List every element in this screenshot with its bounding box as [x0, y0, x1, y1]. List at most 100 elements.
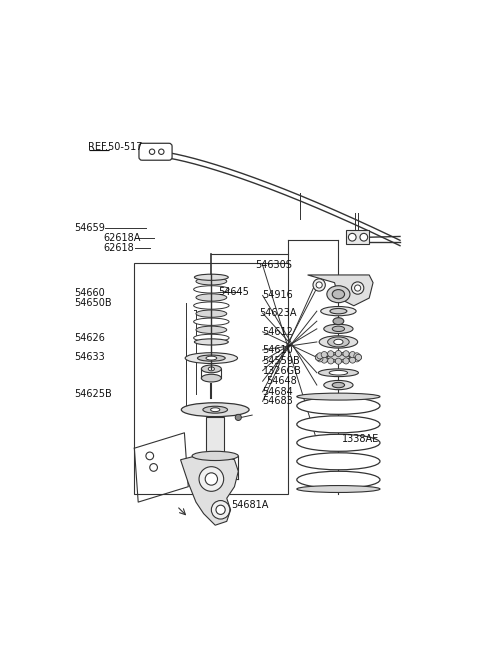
Text: 54681A: 54681A: [231, 500, 269, 510]
Ellipse shape: [196, 326, 227, 333]
Circle shape: [316, 282, 322, 288]
Circle shape: [354, 353, 360, 359]
Text: 54650B: 54650B: [74, 297, 112, 308]
Ellipse shape: [196, 278, 227, 285]
Circle shape: [349, 357, 356, 363]
Circle shape: [315, 354, 322, 360]
Text: 62618: 62618: [104, 242, 134, 253]
Text: 54633: 54633: [74, 352, 105, 362]
Ellipse shape: [324, 381, 353, 390]
Ellipse shape: [297, 434, 380, 451]
Ellipse shape: [193, 318, 229, 326]
Ellipse shape: [297, 393, 380, 400]
Text: 54916: 54916: [263, 290, 293, 301]
Circle shape: [355, 285, 361, 291]
Text: REF.50-517: REF.50-517: [88, 141, 142, 152]
Text: 54612: 54612: [263, 327, 293, 337]
Text: 54683: 54683: [263, 396, 293, 406]
Ellipse shape: [327, 286, 350, 303]
Ellipse shape: [324, 324, 353, 333]
Circle shape: [216, 505, 225, 514]
Circle shape: [349, 352, 356, 358]
Ellipse shape: [330, 309, 347, 314]
Text: 54559B: 54559B: [263, 356, 300, 366]
Circle shape: [336, 358, 341, 364]
Circle shape: [354, 356, 360, 362]
Circle shape: [355, 354, 361, 360]
Ellipse shape: [181, 403, 249, 417]
Ellipse shape: [297, 453, 380, 470]
Text: 54660: 54660: [74, 288, 105, 298]
Text: 62618A: 62618A: [104, 233, 141, 243]
Text: 54684: 54684: [263, 387, 293, 397]
Ellipse shape: [332, 326, 345, 331]
Circle shape: [211, 500, 230, 519]
Circle shape: [348, 233, 356, 241]
Ellipse shape: [333, 318, 344, 325]
Ellipse shape: [201, 374, 221, 382]
Ellipse shape: [208, 367, 215, 371]
Ellipse shape: [297, 416, 380, 433]
Circle shape: [360, 233, 368, 241]
Ellipse shape: [193, 334, 229, 341]
Text: 1326GB: 1326GB: [263, 365, 301, 375]
Ellipse shape: [319, 336, 358, 348]
Ellipse shape: [185, 353, 238, 364]
Circle shape: [343, 350, 349, 357]
Circle shape: [150, 464, 157, 472]
Polygon shape: [180, 456, 238, 525]
Ellipse shape: [332, 383, 345, 388]
Text: 54659: 54659: [74, 223, 105, 233]
Text: 54648: 54648: [266, 376, 297, 386]
Ellipse shape: [193, 302, 229, 309]
Ellipse shape: [206, 356, 217, 360]
Ellipse shape: [329, 371, 348, 375]
Circle shape: [205, 473, 217, 485]
Ellipse shape: [201, 365, 221, 373]
FancyBboxPatch shape: [139, 143, 172, 160]
Circle shape: [317, 356, 323, 362]
Text: 54626: 54626: [74, 333, 105, 343]
Ellipse shape: [196, 310, 227, 317]
Ellipse shape: [334, 339, 343, 345]
Ellipse shape: [327, 354, 350, 360]
Circle shape: [343, 358, 349, 364]
Text: 54645: 54645: [218, 287, 249, 297]
Ellipse shape: [206, 453, 225, 459]
Ellipse shape: [318, 369, 359, 377]
Bar: [346, 231, 369, 244]
Circle shape: [235, 415, 241, 421]
Circle shape: [199, 466, 224, 491]
Ellipse shape: [197, 355, 225, 361]
Ellipse shape: [194, 339, 228, 345]
Ellipse shape: [317, 353, 360, 362]
Circle shape: [321, 352, 327, 358]
Ellipse shape: [297, 485, 380, 493]
Circle shape: [355, 354, 361, 360]
Circle shape: [328, 350, 334, 357]
Ellipse shape: [321, 307, 356, 316]
Ellipse shape: [196, 294, 227, 301]
Circle shape: [317, 353, 323, 359]
Ellipse shape: [211, 408, 220, 411]
Ellipse shape: [332, 290, 345, 299]
Text: 54623A: 54623A: [259, 308, 297, 318]
Bar: [206, 417, 225, 456]
Polygon shape: [308, 275, 373, 306]
Circle shape: [336, 350, 341, 356]
Ellipse shape: [193, 286, 229, 293]
Ellipse shape: [297, 471, 380, 488]
Circle shape: [158, 149, 164, 155]
Ellipse shape: [192, 451, 238, 460]
Text: 1338AE: 1338AE: [342, 434, 379, 444]
Ellipse shape: [328, 337, 349, 347]
Circle shape: [313, 279, 325, 291]
Circle shape: [321, 357, 327, 363]
Ellipse shape: [194, 274, 228, 280]
Bar: [134, 263, 288, 495]
Text: 54630S: 54630S: [255, 260, 292, 271]
Text: 54610: 54610: [263, 345, 293, 355]
Circle shape: [315, 354, 322, 360]
Circle shape: [146, 452, 154, 460]
Circle shape: [328, 358, 334, 364]
